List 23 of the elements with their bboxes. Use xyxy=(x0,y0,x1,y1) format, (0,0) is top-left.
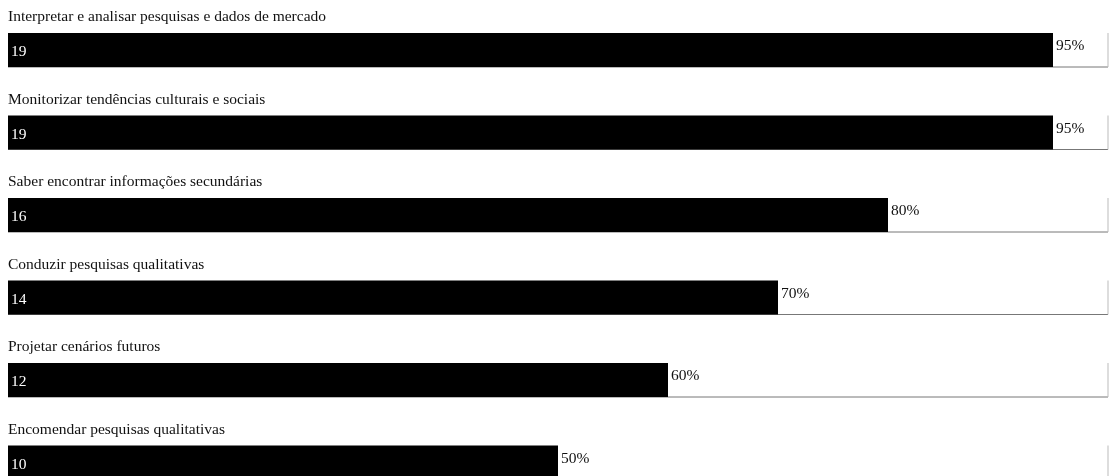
y-tick-label: Conduzir pesquisas qualitativas xyxy=(8,254,205,272)
annotation: 14 xyxy=(11,289,27,307)
data-label: 95% xyxy=(1056,118,1085,136)
annotation: 10 xyxy=(11,454,27,472)
annotation: 19 xyxy=(11,42,27,59)
data-label: 70% xyxy=(781,283,810,301)
y-tick-label: Interpretar e analisar pesquisas e dados de mercado xyxy=(8,7,327,24)
bar xyxy=(8,363,668,397)
bar xyxy=(8,115,1053,150)
data-label: 50% xyxy=(561,448,590,466)
y-tick-label: Monitorizar tendências culturais e sociais xyxy=(8,89,266,107)
bar xyxy=(8,280,778,315)
y-tick-label: Saber encontrar informações secundárias xyxy=(8,172,263,189)
annotation: 19 xyxy=(11,124,27,142)
bar xyxy=(8,33,1053,67)
y-tick-label: Encomendar pesquisas qualitativas xyxy=(8,419,225,437)
bar xyxy=(8,198,888,232)
data-label: 80% xyxy=(891,201,920,218)
y-tick-label: Projetar cenários futuros xyxy=(8,337,161,354)
data-label: 95% xyxy=(1056,36,1085,53)
annotation: 12 xyxy=(11,372,27,389)
annotation: 16 xyxy=(11,207,27,224)
data-label: 60% xyxy=(671,366,700,383)
